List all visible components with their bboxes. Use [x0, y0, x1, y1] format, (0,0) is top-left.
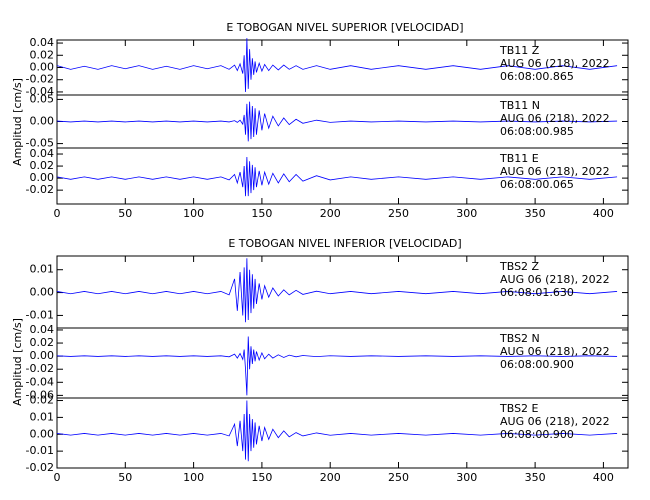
- y-tick-label: 0.00: [30, 115, 55, 128]
- y-tick-label: 0.00: [30, 61, 55, 74]
- y-tick-label: 0.04: [30, 147, 55, 160]
- y-tick-label: -0.04: [26, 375, 54, 388]
- x-tick-label: 50: [118, 207, 132, 220]
- time-label: 06:08:00.900: [500, 428, 574, 441]
- waveform: [56, 258, 618, 323]
- y-axis-label: Amplitud [cm/s]: [11, 318, 24, 406]
- y-tick-label: -0.02: [26, 183, 54, 196]
- station-label: TB11 E: [499, 152, 539, 165]
- waveform: [56, 157, 618, 197]
- time-label: 06:08:00.900: [500, 358, 574, 371]
- y-tick-label: 0.02: [30, 48, 55, 61]
- x-tick-label: 400: [593, 471, 614, 484]
- y-tick-label: -0.05: [26, 137, 54, 150]
- y-tick-label: 0.00: [30, 427, 55, 440]
- station-label: TB11 Z: [499, 44, 540, 57]
- x-tick-label: 150: [251, 207, 272, 220]
- waveform: [56, 336, 618, 396]
- y-tick-label: 0.01: [30, 263, 55, 276]
- x-tick-label: 300: [456, 471, 477, 484]
- y-tick-label: 0.00: [30, 171, 55, 184]
- y-tick-label: 0.04: [30, 323, 55, 336]
- y-tick-label: 0.02: [30, 394, 55, 407]
- date-label: AUG 06 (218), 2022: [500, 345, 610, 358]
- time-label: 06:08:00.985: [500, 125, 574, 138]
- y-tick-label: 0.04: [30, 36, 55, 49]
- y-tick-label: -0.06: [26, 388, 54, 401]
- x-tick-label: 200: [320, 471, 341, 484]
- y-tick-label: -0.02: [26, 73, 54, 86]
- y-tick-label: -0.04: [26, 85, 54, 98]
- panel-frame: [56, 147, 629, 205]
- y-tick-label: -0.02: [26, 362, 54, 375]
- waveform: [56, 38, 618, 92]
- x-tick-label: 100: [183, 471, 204, 484]
- y-tick-label: 0.00: [30, 286, 55, 299]
- x-tick-label: 250: [388, 207, 409, 220]
- station-label: TBS2 E: [499, 402, 539, 415]
- y-tick-label: 0.02: [30, 159, 55, 172]
- date-label: AUG 06 (218), 2022: [500, 273, 610, 286]
- date-label: AUG 06 (218), 2022: [500, 415, 610, 428]
- x-tick-label: 50: [118, 471, 132, 484]
- date-label: AUG 06 (218), 2022: [500, 112, 610, 125]
- x-tick-label: 0: [54, 471, 61, 484]
- y-axis-label: Amplitud [cm/s]: [11, 78, 24, 166]
- waveform: [56, 400, 618, 462]
- x-tick-label: 0: [54, 207, 61, 220]
- panel-frame: [56, 397, 629, 469]
- x-tick-label: 250: [388, 471, 409, 484]
- x-tick-label: 300: [456, 207, 477, 220]
- waveform: [56, 101, 618, 142]
- x-tick-label: 350: [525, 471, 546, 484]
- x-tick-label: 350: [525, 207, 546, 220]
- time-label: 06:08:00.065: [500, 178, 574, 191]
- y-tick-label: 0.02: [30, 336, 55, 349]
- chart-title: E TOBOGAN NIVEL INFERIOR [VELOCIDAD]: [228, 237, 461, 250]
- y-tick-label: -0.01: [26, 444, 54, 457]
- y-tick-label: 0.00: [30, 349, 55, 362]
- station-label: TB11 N: [499, 99, 540, 112]
- y-tick-label: -0.02: [26, 461, 54, 474]
- chart-title: E TOBOGAN NIVEL SUPERIOR [VELOCIDAD]: [226, 21, 463, 34]
- y-tick-label: 0.01: [30, 410, 55, 423]
- date-label: AUG 06 (218), 2022: [500, 57, 610, 70]
- station-label: TBS2 N: [499, 332, 540, 345]
- y-tick-label: -0.01: [26, 308, 54, 321]
- y-tick-label: 0.05: [30, 92, 55, 105]
- x-tick-label: 150: [251, 471, 272, 484]
- x-tick-label: 100: [183, 207, 204, 220]
- station-label: TBS2 Z: [499, 260, 540, 273]
- x-tick-label: 200: [320, 207, 341, 220]
- time-label: 06:08:01.630: [500, 286, 574, 299]
- time-label: 06:08:00.865: [500, 70, 574, 83]
- x-tick-label: 400: [593, 207, 614, 220]
- date-label: AUG 06 (218), 2022: [500, 165, 610, 178]
